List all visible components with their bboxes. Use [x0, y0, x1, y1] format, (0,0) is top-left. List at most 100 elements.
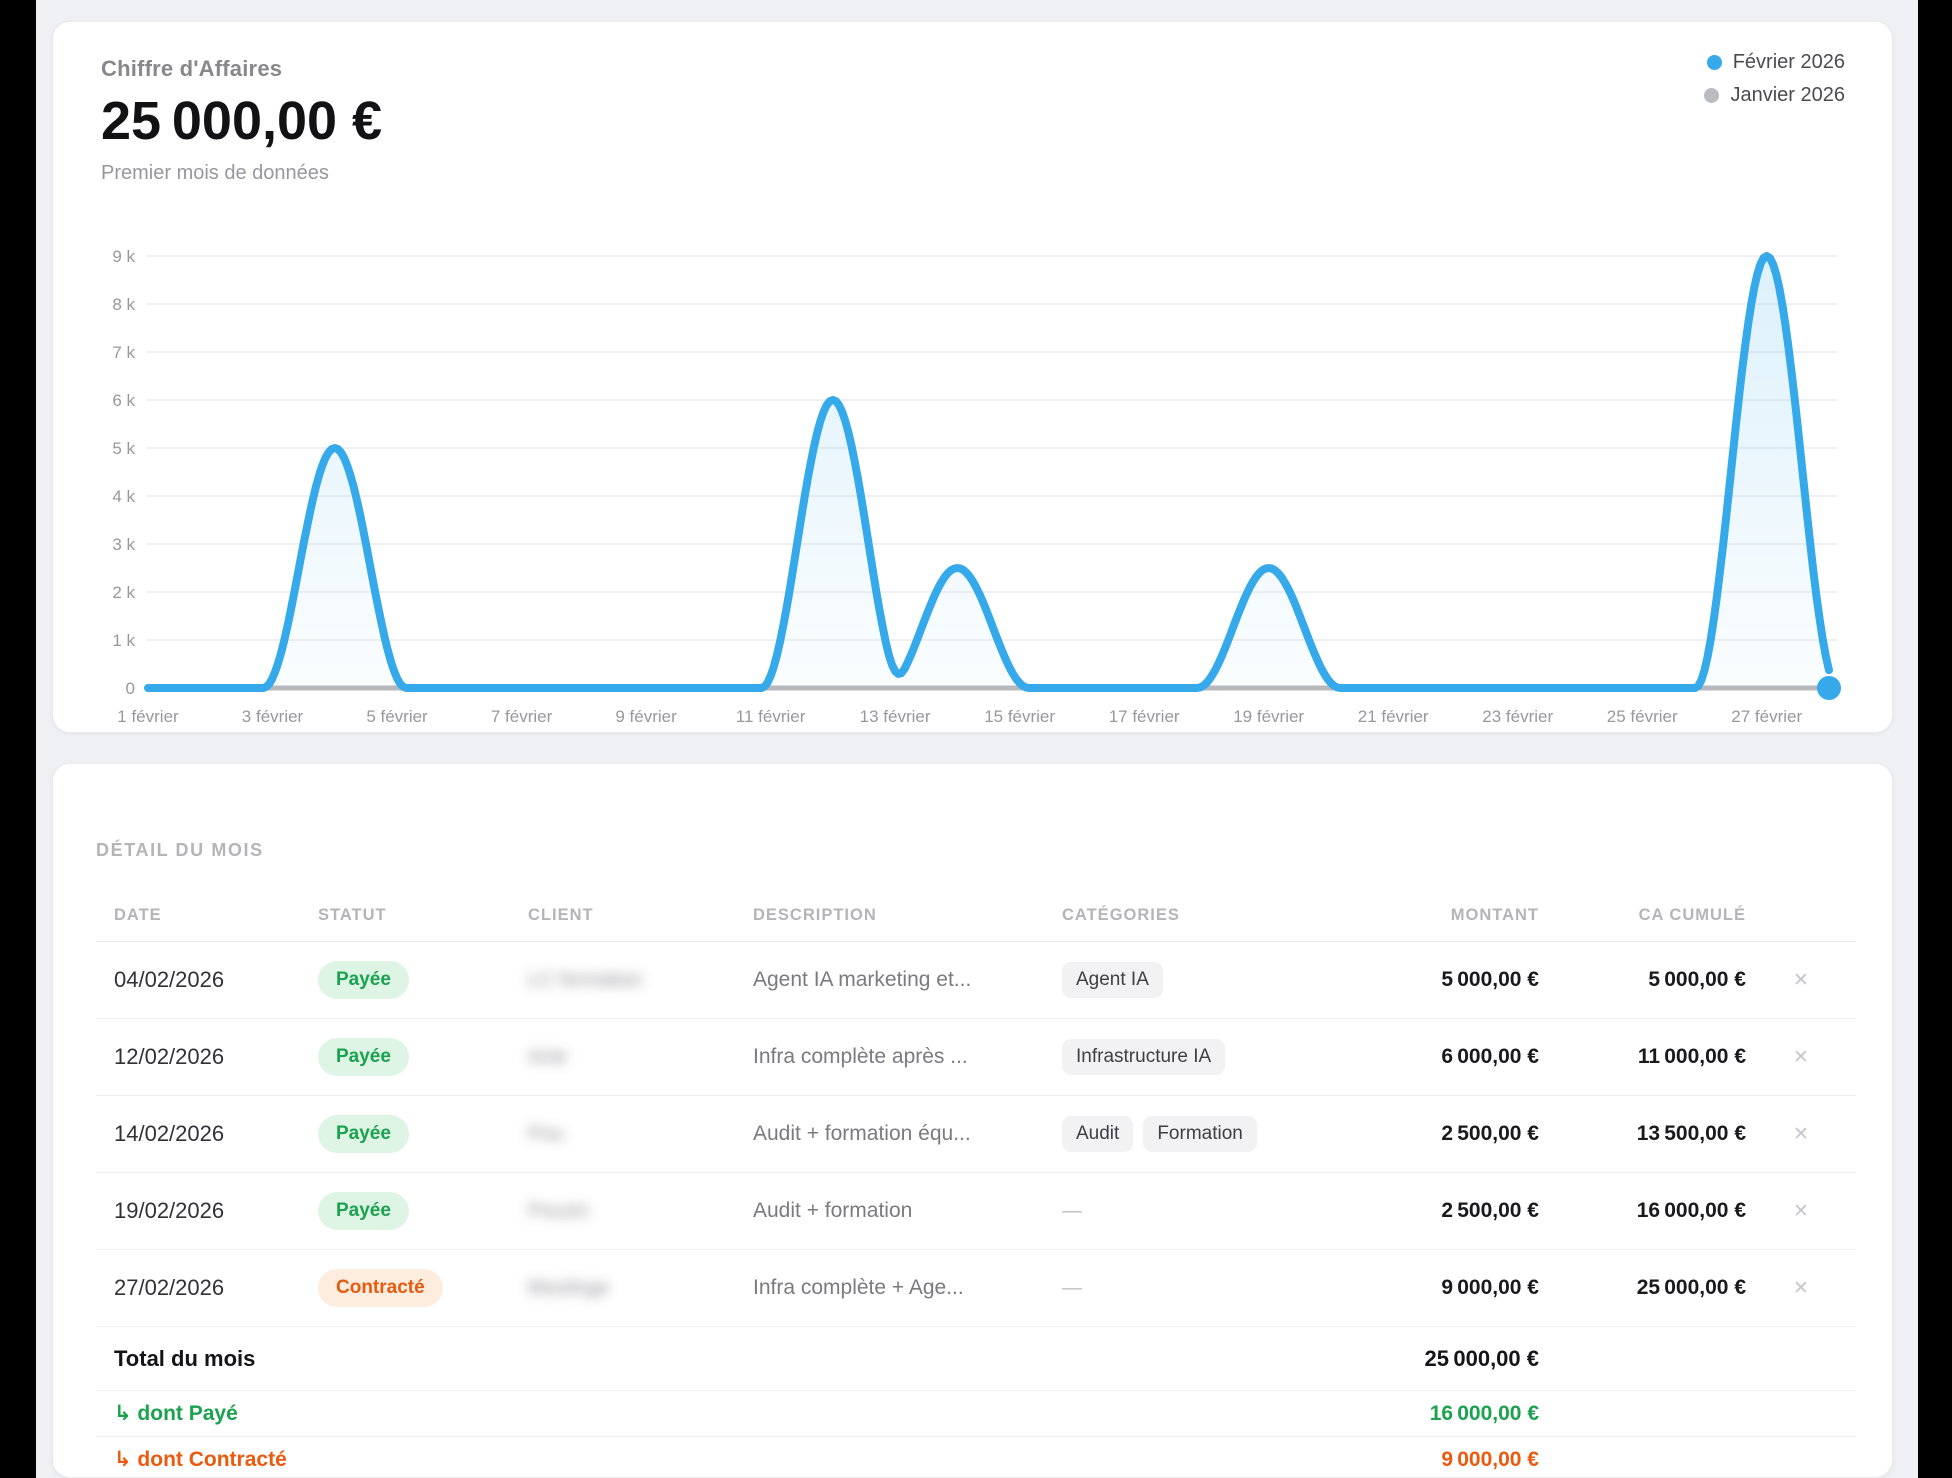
category-chip: Infrastructure IA — [1062, 1039, 1226, 1075]
svg-text:19 février: 19 février — [1233, 707, 1304, 726]
svg-text:17 février: 17 février — [1109, 707, 1180, 726]
revenue-subtitle: Premier mois de données — [101, 162, 329, 184]
february-area-fill — [148, 256, 1829, 688]
svg-text:1 février: 1 février — [117, 707, 179, 726]
cell-amount: 2 500,00 € — [1441, 1122, 1539, 1145]
table-row: 19/02/2026 Payée Pouzin Audit + formatio… — [96, 1173, 1856, 1250]
close-icon: ✕ — [1793, 1046, 1809, 1068]
cell-date: 04/02/2026 — [114, 967, 225, 992]
row-delete-button[interactable]: ✕ — [1793, 1279, 1809, 1298]
x-axis-labels: 1 février 3 février 5 février 7 février 9 fé… — [117, 707, 1802, 726]
svg-text:5 k: 5 k — [112, 439, 135, 458]
table-header-row: DATE STATUT CLIENT DESCRIPTION CATÉGORIES MON… — [96, 898, 1856, 942]
svg-text:9 février: 9 février — [615, 707, 677, 726]
row-delete-button[interactable]: ✕ — [1793, 971, 1809, 990]
revenue-total-value: 25 000,00 € — [101, 91, 383, 151]
cell-categories: Audit Formation — [1062, 1116, 1362, 1152]
svg-text:7 k: 7 k — [112, 343, 135, 362]
cell-date: 27/02/2026 — [114, 1275, 225, 1300]
total-label: ↳ dont Contracté — [114, 1448, 287, 1471]
cell-amount: 6 000,00 € — [1441, 1045, 1539, 1068]
cell-client: Pou — [528, 1123, 753, 1146]
header-cell-date: DATE — [114, 906, 162, 924]
svg-text:3 k: 3 k — [112, 535, 135, 554]
total-amount: 25 000,00 € — [1424, 1345, 1539, 1371]
category-chip: Agent IA — [1062, 962, 1163, 998]
legend-item[interactable]: Janvier 2026 — [1704, 84, 1845, 107]
client-name-blurred: Pou — [528, 1122, 564, 1145]
table-row: 04/02/2026 Payée LC formation Agent IA m… — [96, 942, 1856, 1019]
table-row: 12/02/2026 Payée Acle Infra complète apr… — [96, 1019, 1856, 1096]
legend-dot — [1706, 55, 1722, 70]
table-totals: Total du mois 25 000,00 € ↳ dont Payé 16… — [96, 1327, 1856, 1477]
cell-date: 12/02/2026 — [114, 1044, 225, 1069]
svg-text:25 février: 25 février — [1607, 707, 1678, 726]
header-cell-ca-cumul-: CA CUMULÉ — [1638, 906, 1746, 924]
status-badge: Payée — [318, 1038, 409, 1076]
cell-amount: 9 000,00 € — [1441, 1276, 1539, 1299]
table-row: 27/02/2026 Contracté Moulinge Infra comp… — [96, 1250, 1856, 1327]
svg-text:4 k: 4 k — [112, 487, 135, 506]
status-badge: Contracté — [318, 1269, 443, 1307]
series-end-dot — [1817, 676, 1841, 700]
row-delete-button[interactable]: ✕ — [1793, 1048, 1809, 1067]
y-axis-labels: 0 1 k 2 k 3 k 4 k 5 k 6 k 7 k 8 k 9 k — [112, 247, 135, 698]
cell-amount: 5 000,00 € — [1441, 968, 1539, 991]
total-row: ↳ dont Payé 16 000,00 € — [96, 1391, 1856, 1437]
svg-text:8 k: 8 k — [112, 295, 135, 314]
svg-text:27 février: 27 février — [1731, 707, 1802, 726]
svg-text:1 k: 1 k — [112, 631, 135, 650]
category-chip-list: Infrastructure IA — [1062, 1039, 1362, 1075]
legend-label: Février 2026 — [1732, 51, 1845, 73]
status-badge: Payée — [318, 1192, 409, 1230]
svg-text:7 février: 7 février — [491, 707, 553, 726]
close-icon: ✕ — [1793, 1123, 1809, 1145]
cell-date: 19/02/2026 — [114, 1198, 225, 1223]
table-body: 04/02/2026 Payée LC formation Agent IA m… — [96, 942, 1856, 1327]
category-chip-list: — — [1062, 1277, 1362, 1300]
cell-cumulative: 13 500,00 € — [1636, 1122, 1746, 1145]
cell-status: Payée — [318, 1038, 528, 1076]
svg-text:13 février: 13 février — [860, 707, 931, 726]
header-cell-client: CLIENT — [528, 906, 594, 924]
client-name-blurred: Pouzin — [528, 1199, 590, 1222]
cell-status: Payée — [318, 961, 528, 999]
cell-categories: Infrastructure IA — [1062, 1039, 1362, 1075]
section-title: DÉTAIL DU MOIS — [96, 840, 264, 860]
category-chip: Audit — [1062, 1116, 1134, 1152]
cell-client: Moulinge — [528, 1277, 753, 1300]
cell-description: Agent IA marketing et... — [753, 968, 972, 991]
revenue-area-chart[interactable]: 0 1 k 2 k 3 k 4 k 5 k 6 k 7 k 8 k 9 k 1 février 3 f… — [53, 22, 1894, 734]
cell-categories: Agent IA — [1062, 962, 1362, 998]
total-row: Total du mois 25 000,00 € — [96, 1327, 1856, 1391]
row-delete-button[interactable]: ✕ — [1793, 1202, 1809, 1221]
table-row: 14/02/2026 Payée Pou Audit + formation é… — [96, 1096, 1856, 1173]
status-badge: Payée — [318, 961, 409, 999]
category-chip-list: — — [1062, 1200, 1362, 1223]
header-cell-statut: STATUT — [318, 906, 387, 924]
svg-text:0: 0 — [126, 679, 135, 698]
total-row: ↳ dont Contracté 9 000,00 € — [96, 1437, 1856, 1477]
revenue-card: Chiffre d'Affaires 25 000,00 € Premier m… — [52, 21, 1893, 733]
cell-status: Contracté — [318, 1269, 528, 1307]
client-name-blurred: Moulinge — [528, 1276, 610, 1299]
category-chip-list: Audit Formation — [1062, 1116, 1362, 1152]
close-icon: ✕ — [1793, 1200, 1809, 1222]
header-cell-montant: MONTANT — [1450, 906, 1539, 924]
revenue-card-header: Chiffre d'Affaires 25 000,00 € Premier m… — [101, 56, 383, 185]
cell-cumulative: 16 000,00 € — [1636, 1199, 1746, 1222]
cell-description: Infra complète + Age... — [753, 1276, 964, 1299]
cell-status: Payée — [318, 1192, 528, 1230]
desktop-background: Chiffre d'Affaires 25 000,00 € Premier m… — [36, 0, 1918, 1478]
cell-cumulative: 11 000,00 € — [1637, 1045, 1746, 1068]
no-category-dash: — — [1062, 1199, 1082, 1222]
svg-text:3 février: 3 février — [242, 707, 304, 726]
card-title: Chiffre d'Affaires — [101, 56, 283, 81]
svg-text:23 février: 23 février — [1482, 707, 1553, 726]
cell-categories: — — [1062, 1200, 1362, 1223]
cell-description: Audit + formation — [753, 1199, 913, 1222]
legend-item[interactable]: Février 2026 — [1706, 51, 1845, 74]
row-delete-button[interactable]: ✕ — [1793, 1125, 1809, 1144]
svg-text:5 février: 5 février — [366, 707, 428, 726]
category-chip-list: Agent IA — [1062, 962, 1362, 998]
